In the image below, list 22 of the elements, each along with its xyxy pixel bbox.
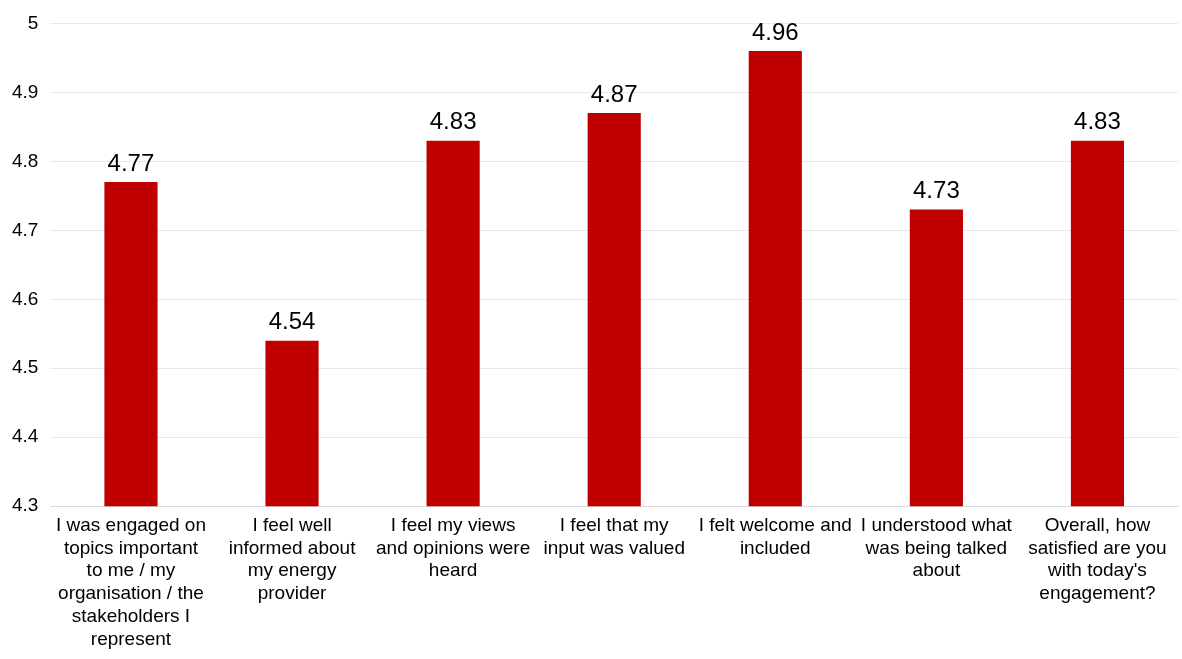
y-tick-label: 4.3 (11, 494, 39, 516)
x-tick-label: I feel well informed about my energy provider (228, 513, 357, 604)
x-tick-label: I was engaged on topics important to me / my organisation / the stakeholders I represent (55, 513, 206, 649)
data-label: 4.83 (1074, 107, 1121, 135)
x-tick-label: Overall, how satisfied are you with today's engagement? (1028, 513, 1167, 604)
y-tick-label: 4.5 (11, 356, 39, 378)
y-tick-label: 4.8 (11, 149, 39, 171)
y-tick-label: 5 (27, 11, 39, 33)
x-tick-label: I felt welcome and included (698, 513, 852, 558)
data-label: 4.83 (429, 107, 477, 135)
y-tick-label: 4.7 (11, 218, 39, 240)
data-label: 4.87 (590, 79, 638, 107)
x-tick-label: I understood what was being talked about (860, 513, 1013, 581)
data-label: 4.77 (107, 148, 155, 176)
data-label: 4.96 (751, 17, 799, 45)
y-tick-label: 4.4 (11, 425, 39, 447)
data-label: 4.73 (913, 176, 960, 204)
x-tick-label: I feel my views and opinions were heard (376, 513, 531, 581)
y-tick-label: 4.6 (11, 287, 39, 309)
y-tick-label: 4.9 (11, 80, 39, 102)
data-label: 4.54 (268, 307, 316, 335)
x-tick-label: I feel that my input was valued (543, 513, 685, 558)
